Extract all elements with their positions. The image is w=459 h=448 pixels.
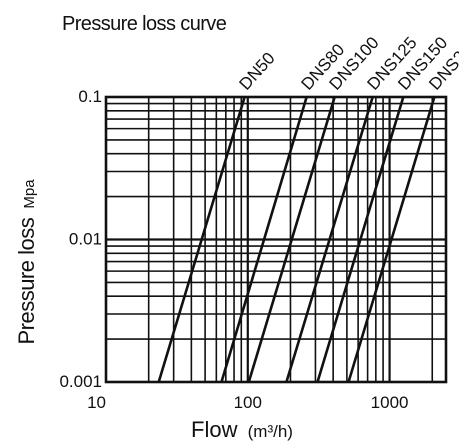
chart-title: Pressure loss curve <box>62 13 227 35</box>
y-axis-unit: Mpa <box>21 179 38 209</box>
x-axis-unit: (m³/h) <box>248 422 293 441</box>
x-axis-label: Flow (m³/h) <box>191 417 293 442</box>
series-line-dns100 <box>247 96 336 383</box>
y-tick-label: 0.001 <box>59 372 102 391</box>
grid <box>104 95 448 384</box>
labels: DN50 DNS80DNS100DNS125DNS150DNS2000.10.01… <box>59 33 459 412</box>
y-axis-label-text: Pressure loss <box>14 217 39 344</box>
y-tick-label: 0.01 <box>69 230 102 249</box>
x-tick-label: 10 <box>87 393 106 412</box>
y-tick-label: 0.1 <box>78 87 102 106</box>
series-line-dns200 <box>347 96 436 383</box>
series-line-dn50 <box>157 96 246 383</box>
series-line-dns80 <box>220 96 308 383</box>
series-label-dn50: DN50 <box>235 49 278 94</box>
series-line-dns125 <box>285 96 374 383</box>
series-lines <box>157 96 436 383</box>
x-tick-label: 100 <box>234 393 262 412</box>
x-axis-label-text: Flow <box>191 417 238 442</box>
x-tick-label: 1000 <box>371 393 409 412</box>
series-line-dns150 <box>316 96 405 383</box>
y-axis-label: Pressure loss Mpa <box>14 179 39 345</box>
